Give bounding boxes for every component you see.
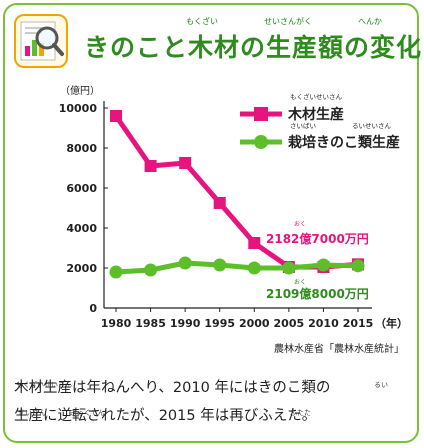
data-point-mushroom (178, 256, 192, 270)
legend-marker-mushroom (254, 135, 268, 149)
caption-ruby-3: せいさん (18, 409, 46, 417)
data-point-mushroom (247, 261, 261, 275)
legend-ruby-wood: もくざいせいさん (290, 92, 343, 101)
y-tick-label: 8000 (66, 142, 97, 155)
x-tick-label: 2010 (308, 317, 339, 330)
x-tick-label: 1995 (204, 317, 235, 330)
source-note: 農林水産省「農林水産統計」 (274, 342, 404, 355)
x-tick-label: 1980 (101, 317, 132, 330)
data-point-wood (144, 160, 157, 172)
data-point-mushroom (109, 265, 123, 279)
data-point-wood (213, 197, 226, 209)
caption-ruby-5: ふたた (290, 409, 311, 417)
legend-ruby-mushroom-right: るいせいさん (352, 122, 392, 130)
x-tick-label: 1990 (170, 317, 201, 330)
caption-line-2: 生産に逆転されたが、2015 年は再びふえた。 (14, 408, 317, 424)
line-chart: （億円） 0 2000 4000 6000 8000 10000 1980 1985 1990… (59, 84, 408, 355)
title-ruby-seisangaku: せいさんがく (264, 17, 312, 26)
annotation-ruby-wood: おく (294, 221, 306, 228)
y-tick-label: 10000 (59, 102, 98, 115)
data-point-wood (248, 237, 261, 249)
y-tick-label: 2000 (66, 262, 97, 275)
caption-ruby-4: ぎゃくてん (70, 409, 105, 417)
legend-marker-wood (254, 107, 268, 121)
data-point-mushroom (213, 258, 227, 272)
data-point-wood (110, 110, 122, 122)
caption-line-1: 木材生産は年ねんへり、2010 年にはきのこ類の (14, 380, 331, 396)
magnifier-chart-icon (14, 14, 68, 68)
legend-label-mushroom: 栽培きのこ類生産 (288, 134, 400, 151)
data-point-mushroom (351, 259, 365, 273)
legend-label-wood: 木材生産 (287, 106, 344, 123)
x-axis-label: （年） (375, 316, 408, 330)
x-tick-label: 2015 (343, 317, 374, 330)
caption-ruby-1: もくざいせいさん (16, 381, 72, 389)
annotation-mushroom-value: 2109億8000万円 (266, 286, 369, 301)
data-point-mushroom (144, 263, 158, 277)
annotation-wood-value: 2182億7000万円 (266, 231, 369, 246)
legend-ruby-mushroom-left: さいばい (290, 121, 316, 130)
x-tick-label: 2000 (239, 317, 270, 330)
y-tick-label: 6000 (66, 182, 97, 195)
data-point-mushroom (316, 258, 330, 272)
data-point-wood (179, 157, 192, 169)
y-tick-label: 4000 (66, 222, 97, 235)
y-tick-label: 0 (89, 302, 97, 315)
title-ruby-henka: へんか (358, 17, 382, 26)
x-tick-label: 2005 (274, 317, 305, 330)
page-title: きのこと木材の生産額の変化 (84, 33, 423, 62)
title-ruby-mokuzai: もくざい (186, 17, 218, 26)
panel-frame (3, 3, 419, 443)
x-tick-label: 1985 (135, 317, 166, 330)
caption-ruby-2: るい (374, 381, 388, 389)
data-point-mushroom (282, 261, 296, 275)
annotation-ruby-mushroom: おく (294, 279, 306, 286)
y-axis-label: （億円） (60, 84, 100, 97)
